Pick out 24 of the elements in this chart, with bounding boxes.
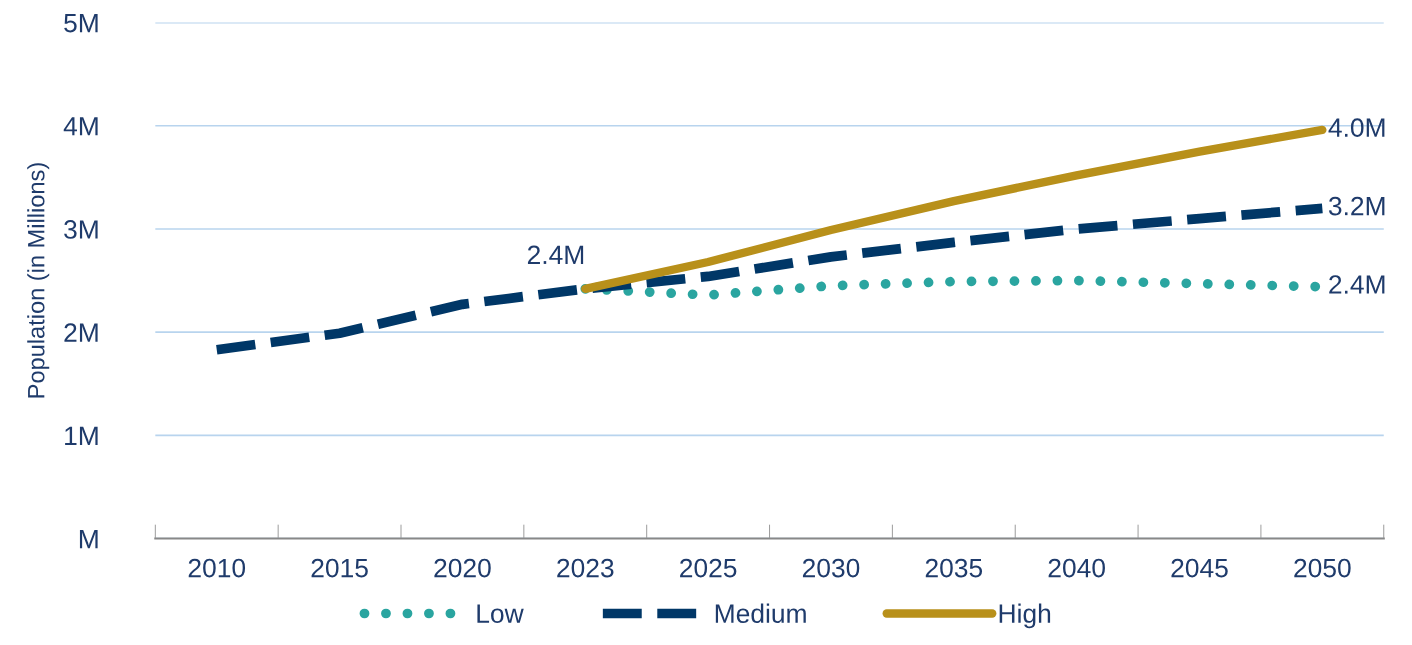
x-tick-label: 2020 [434, 558, 491, 578]
legend-label: High [999, 603, 1051, 629]
y-axis-title: Population (in Millions) [27, 163, 50, 398]
x-tick-label: 2045 [1171, 558, 1228, 578]
data-label: 2.4M [527, 245, 584, 264]
legend-label: Medium [715, 603, 806, 623]
x-tick-label: 2023 [557, 558, 614, 578]
x-tick-label: 2035 [925, 558, 983, 578]
x-tick-label: 2040 [1048, 558, 1105, 578]
data-label: 3.2M [1328, 196, 1385, 216]
y-tick-label: 2M [64, 323, 98, 342]
legend-label: Low [477, 604, 524, 623]
y-tick-label: 3M [64, 220, 98, 239]
data-label: 2.4M [1329, 275, 1385, 294]
x-tick-label: 2010 [188, 558, 246, 578]
y-tick-label: 4M [63, 117, 98, 136]
data-label: 4.0M [1328, 118, 1385, 137]
y-tick-label: M [79, 529, 98, 549]
x-tick-label: 2030 [802, 558, 860, 578]
x-tick-label: 2015 [311, 558, 368, 578]
y-tick-label: 5M [64, 13, 98, 33]
y-tick-label: 1M [65, 426, 98, 445]
x-tick-label: 2050 [1294, 558, 1351, 578]
x-tick-label: 2025 [680, 558, 737, 578]
